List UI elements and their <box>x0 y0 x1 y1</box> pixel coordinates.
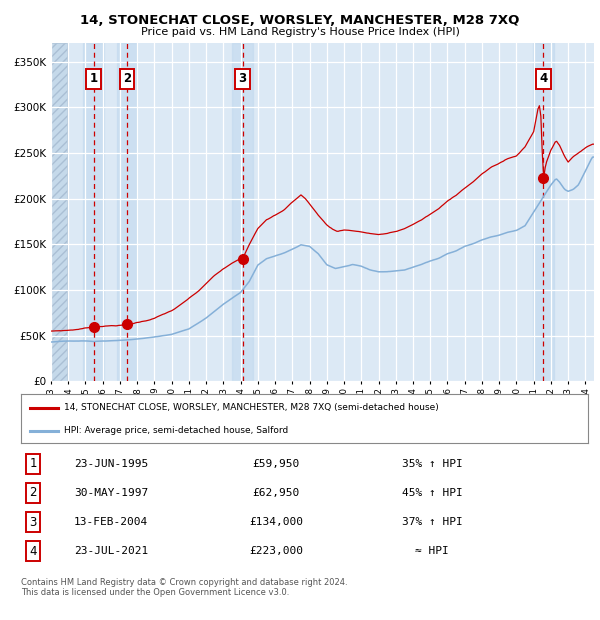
Text: 4: 4 <box>539 73 547 86</box>
Text: 4: 4 <box>29 545 37 557</box>
Text: Price paid vs. HM Land Registry's House Price Index (HPI): Price paid vs. HM Land Registry's House … <box>140 27 460 37</box>
Text: £62,950: £62,950 <box>253 488 299 498</box>
Text: 13-FEB-2004: 13-FEB-2004 <box>74 517 148 527</box>
Text: 2: 2 <box>123 73 131 86</box>
Bar <box>83 43 104 381</box>
Text: 23-JUL-2021: 23-JUL-2021 <box>74 546 148 556</box>
Bar <box>533 43 554 381</box>
Text: 30-MAY-1997: 30-MAY-1997 <box>74 488 148 498</box>
Text: 35% ↑ HPI: 35% ↑ HPI <box>401 459 463 469</box>
Text: £59,950: £59,950 <box>253 459 299 469</box>
Text: £134,000: £134,000 <box>249 517 303 527</box>
Text: 14, STONECHAT CLOSE, WORSLEY, MANCHESTER, M28 7XQ (semi-detached house): 14, STONECHAT CLOSE, WORSLEY, MANCHESTER… <box>64 403 438 412</box>
Text: 2: 2 <box>29 487 37 499</box>
Bar <box>116 43 137 381</box>
Text: 1: 1 <box>29 458 37 470</box>
Bar <box>232 43 253 381</box>
Text: 37% ↑ HPI: 37% ↑ HPI <box>401 517 463 527</box>
Bar <box>51 43 67 381</box>
Text: 14, STONECHAT CLOSE, WORSLEY, MANCHESTER, M28 7XQ: 14, STONECHAT CLOSE, WORSLEY, MANCHESTER… <box>80 14 520 27</box>
Text: ≈ HPI: ≈ HPI <box>415 546 449 556</box>
Text: Contains HM Land Registry data © Crown copyright and database right 2024.
This d: Contains HM Land Registry data © Crown c… <box>21 578 347 597</box>
Text: 23-JUN-1995: 23-JUN-1995 <box>74 459 148 469</box>
Text: 1: 1 <box>89 73 98 86</box>
Text: 45% ↑ HPI: 45% ↑ HPI <box>401 488 463 498</box>
Text: 3: 3 <box>29 516 37 528</box>
Text: HPI: Average price, semi-detached house, Salford: HPI: Average price, semi-detached house,… <box>64 427 288 435</box>
Bar <box>51 43 67 381</box>
Text: £223,000: £223,000 <box>249 546 303 556</box>
Text: 3: 3 <box>239 73 247 86</box>
